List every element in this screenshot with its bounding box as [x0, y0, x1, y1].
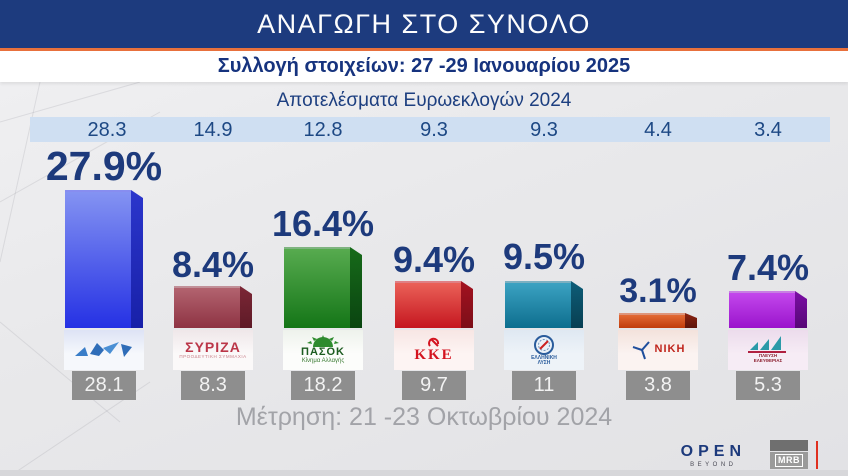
- pct-label-pe: 7.4%: [726, 247, 810, 288]
- logo-pasok: ΠΑΣΟΚ Κίνημα Αλλαγής: [283, 330, 363, 370]
- bar-el-front: [505, 281, 571, 328]
- collection-dates: Συλλογή στοιχείων: 27 -29 Ιανουαρίου 202…: [217, 55, 631, 77]
- pct-label-el: 9.5%: [502, 236, 586, 277]
- open-logo-subtext: BEYOND: [690, 462, 737, 468]
- pe-logo-text: ΠΛΕΥΣΗ: [758, 353, 778, 359]
- prev-pe-text: 5.3: [754, 374, 782, 396]
- pe-logo-subtext: ΕΛΕΥΘΕΡΙΑΣ: [753, 358, 783, 363]
- bar-pasok-side: [350, 247, 362, 328]
- logo-plefsi: ΠΛΕΥΣΗ ΕΛΕΥΘΕΡΙΑΣ: [728, 330, 808, 370]
- niki-logo-text: ΝΙΚΗ: [654, 343, 686, 356]
- euro-value-pe: 3.4: [754, 119, 782, 141]
- measurement-note: Μέτρηση: 21 -23 Οκτωβρίου 2024: [235, 403, 613, 431]
- bar-pasok-front: [284, 247, 350, 328]
- bar-pe: [729, 291, 807, 328]
- bar-pe-front: [729, 291, 795, 328]
- prev-nd-text: 28.1: [84, 374, 124, 396]
- pct-label-niki: 3.1%: [619, 272, 697, 310]
- open-logo-text: OPEN: [680, 443, 746, 460]
- logo-niki: ΝΙΚΗ: [618, 330, 698, 370]
- bar-niki-side: [685, 313, 697, 328]
- logo-kke: ΚΚΕ: [394, 330, 474, 370]
- bar-el: [505, 281, 583, 328]
- nd-flag-icon: [75, 342, 132, 357]
- el-logo-text: ΕΛΛΗΝΙΚΗ: [531, 354, 557, 361]
- bar-syriza-side: [240, 286, 252, 328]
- el-logo-subtext: ΛΥΣΗ: [537, 360, 551, 366]
- prev-value-niki: 3.8: [626, 371, 690, 400]
- logo-elliniki-lysi: ΕΛΛΗΝΙΚΗ ΛΥΣΗ: [504, 330, 584, 370]
- open-channel-logo: OPEN BEYOND: [681, 443, 746, 468]
- mrb-logo-text: MRB: [775, 454, 803, 467]
- bar-el-side: [571, 281, 583, 328]
- syriza-logo-subtext: ΠΡΟΟΔΕΥΤΙΚΗ ΣΥΜΜΑΧΙΑ: [179, 353, 247, 359]
- red-stripe-accent: [816, 441, 818, 469]
- pct-label-syriza: 8.4%: [171, 244, 255, 285]
- syriza-logo-text: ΣΥΡΙΖΑ: [185, 339, 241, 356]
- prev-value-pe: 5.3: [736, 371, 800, 400]
- prev-niki-text: 3.8: [644, 374, 672, 396]
- logo-syriza: ΣΥΡΙΖΑ ΠΡΟΟΔΕΥΤΙΚΗ ΣΥΜΜΑΧΙΑ: [173, 330, 253, 370]
- euro-value-pasok: 12.8: [303, 119, 343, 141]
- niki-turbine-icon: [632, 341, 650, 360]
- bar-nd-side: [131, 190, 143, 328]
- pct-label-nd: 27.9%: [45, 143, 163, 189]
- prev-pasok-text: 18.2: [303, 374, 343, 396]
- bar-pe-side: [795, 291, 807, 328]
- prev-syriza-text: 8.3: [199, 374, 227, 396]
- sailboat-icon: [748, 336, 786, 354]
- bar-syriza-front: [174, 286, 240, 328]
- accent-divider: [0, 48, 848, 51]
- prev-el-text: 11: [533, 374, 555, 396]
- bottom-edge-strip: [0, 470, 848, 476]
- compass-icon: [534, 334, 554, 355]
- mrb-logo-box: MRB: [770, 452, 808, 469]
- pasok-logo-text: ΠΑΣΟΚ: [301, 345, 345, 358]
- logo-nd: [64, 330, 144, 370]
- bar-kke-front: [395, 281, 461, 328]
- bar-syriza: [174, 286, 252, 328]
- euro-value-kke: 9.3: [420, 119, 448, 141]
- euro-value-nd: 28.3: [87, 119, 127, 141]
- prev-value-nd: 28.1: [72, 371, 136, 400]
- prev-kke-text: 9.7: [420, 374, 448, 396]
- prev-value-kke: 9.7: [402, 371, 466, 400]
- bar-pasok: [284, 247, 362, 328]
- bar-niki: [619, 313, 697, 328]
- bar-nd-front: [65, 190, 131, 328]
- mrb-logo-bar: [770, 440, 808, 451]
- subtitle-bar: Συλλογή στοιχείων: 27 -29 Ιανουαρίου 202…: [0, 51, 848, 82]
- prev-value-pasok: 18.2: [291, 371, 355, 400]
- page-title: ΑΝΑΓΩΓΗ ΣΤΟ ΣΥΝΟΛΟ: [257, 8, 591, 39]
- prev-value-el: 11: [512, 371, 576, 400]
- bar-kke-side: [461, 281, 473, 328]
- euro-value-el: 9.3: [530, 119, 558, 141]
- euro-value-niki: 4.4: [644, 119, 672, 141]
- bar-niki-front: [619, 313, 685, 328]
- header-bar: ΑΝΑΓΩΓΗ ΣΤΟ ΣΥΝΟΛΟ: [0, 0, 848, 48]
- prev-value-syriza: 8.3: [181, 371, 245, 400]
- pasok-logo-subtext: Κίνημα Αλλαγής: [301, 358, 345, 365]
- pasok-sun-icon: [307, 334, 339, 347]
- kke-logo-text: ΚΚΕ: [414, 346, 454, 363]
- bar-nd: [65, 190, 143, 328]
- pct-label-kke: 9.4%: [392, 239, 476, 280]
- pct-label-pasok: 16.4%: [271, 203, 375, 244]
- kke-hammer-sickle-icon: [428, 337, 440, 347]
- euro-results-label: Αποτελέσματα Ευρωεκλογών 2024: [276, 90, 572, 111]
- euro-value-syriza: 14.9: [193, 119, 233, 141]
- mrb-logo: MRB: [770, 440, 808, 470]
- bar-kke: [395, 281, 473, 328]
- euro-results-band: [30, 117, 830, 142]
